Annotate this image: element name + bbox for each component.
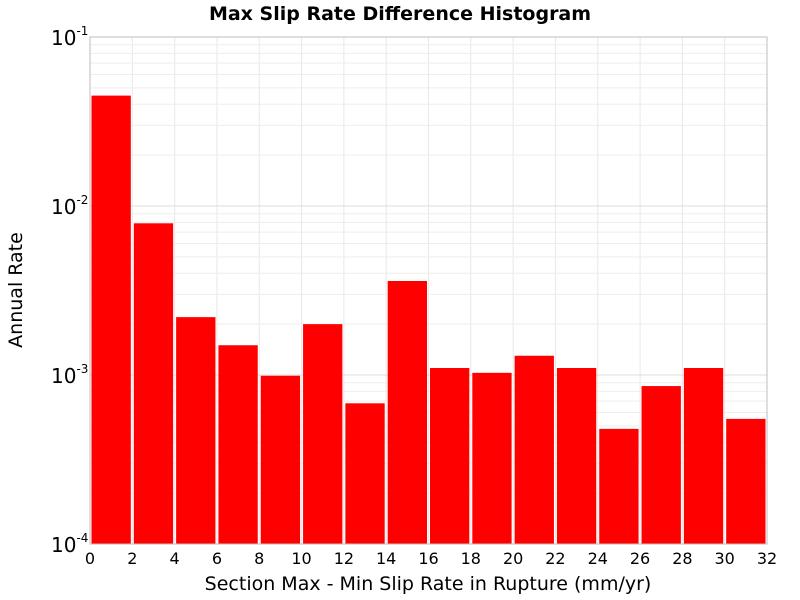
x-tick-labels: 0 2 4 6 8 10 12 14 16 18 20 22 24 26 28 30 32 [85, 549, 777, 568]
chart-title: Max Slip Rate Difference Histogram [209, 3, 591, 25]
x-tick-label: 12 [334, 549, 354, 568]
x-tick-label: 8 [254, 549, 264, 568]
x-tick-label: 4 [170, 549, 180, 568]
histogram-bar [176, 317, 216, 544]
y-tick-label: 10-2 [51, 193, 88, 219]
x-tick-label: 26 [630, 549, 650, 568]
histogram-bar [430, 368, 470, 544]
histogram-bar [133, 223, 174, 544]
x-tick-label: 18 [461, 549, 481, 568]
histogram-bar [91, 95, 131, 544]
y-tick-label: 10-1 [51, 24, 88, 50]
histogram-bar [345, 403, 385, 544]
x-tick-label: 24 [588, 549, 608, 568]
y-axis-label: Annual Rate [5, 232, 27, 348]
histogram-bar [556, 368, 597, 544]
x-tick-label: 14 [376, 549, 396, 568]
x-axis-label: Section Max - Min Slip Rate in Rupture (… [205, 573, 652, 595]
x-tick-label: 30 [715, 549, 735, 568]
histogram-bar [726, 418, 766, 544]
x-tick-label: 0 [85, 549, 95, 568]
histogram-bar [260, 375, 301, 544]
y-tick-label: 10-4 [51, 531, 88, 557]
plot-frame [89, 36, 768, 545]
bars [91, 95, 766, 544]
histogram-bar [514, 355, 554, 544]
x-tick-label: 20 [503, 549, 523, 568]
y-tick-label: 10-3 [51, 362, 88, 388]
histogram-bar [599, 428, 639, 544]
x-tick-label: 2 [127, 549, 137, 568]
x-tick-label: 28 [672, 549, 692, 568]
x-tick-label: 6 [212, 549, 222, 568]
histogram-bar [641, 386, 681, 544]
histogram-bar [683, 368, 724, 544]
histogram-bar [472, 372, 512, 544]
x-tick-label: 22 [545, 549, 565, 568]
x-tick-label: 16 [418, 549, 438, 568]
x-tick-label: 32 [757, 549, 777, 568]
histogram-bar [303, 324, 343, 544]
x-tick-label: 10 [291, 549, 311, 568]
y-tick-labels: 10-1 10-2 10-3 10-4 [51, 24, 88, 557]
histogram-bar [218, 345, 258, 544]
histogram-bar [387, 280, 427, 544]
